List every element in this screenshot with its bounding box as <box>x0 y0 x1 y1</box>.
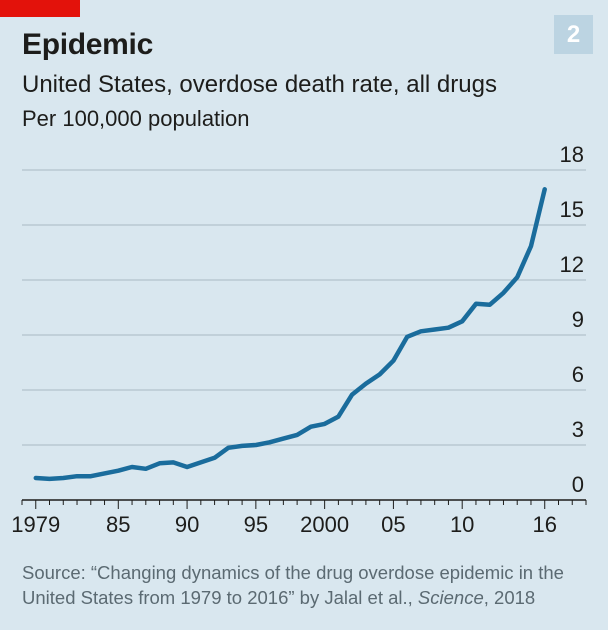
y-tick-label-9: 9 <box>572 307 584 332</box>
brand-red-tag <box>0 0 80 17</box>
x-tick-label-05: 05 <box>381 512 405 537</box>
unit-label: Per 100,000 population <box>22 106 250 131</box>
y-tick-label-0: 0 <box>572 472 584 497</box>
y-tick-label-12: 12 <box>560 252 584 277</box>
source-note: Source: “Changing dynamics of the drug o… <box>22 560 592 610</box>
x-tick-label-90: 90 <box>175 512 199 537</box>
source-suffix: , 2018 <box>483 587 536 608</box>
chart-number-badge: 2 <box>554 15 593 54</box>
series-line-0 <box>33 187 547 482</box>
source-journal: Science <box>417 587 484 608</box>
x-tick-label-95: 95 <box>244 512 268 537</box>
line-chart: 0 3 6 9 12 15 18 1979 85 90 95 2000 05 10 16 <box>11 142 587 537</box>
chart-subtitle: United States, overdose death rate, all … <box>22 71 497 98</box>
chart-title: Epidemic <box>22 28 153 61</box>
source-prefix: Source: “Changing dynamics of the drug o… <box>22 562 564 608</box>
y-tick-label-15: 15 <box>560 197 584 222</box>
x-tick-label-10: 10 <box>450 512 474 537</box>
x-tick-label-2000: 2000 <box>300 512 349 537</box>
y-tick-label-6: 6 <box>572 362 584 387</box>
x-tick-label-1979: 1979 <box>11 512 60 537</box>
x-tick-label-85: 85 <box>106 512 130 537</box>
y-tick-label-3: 3 <box>572 417 584 442</box>
y-tick-label-18: 18 <box>560 142 584 167</box>
x-tick-label-16: 16 <box>532 512 556 537</box>
